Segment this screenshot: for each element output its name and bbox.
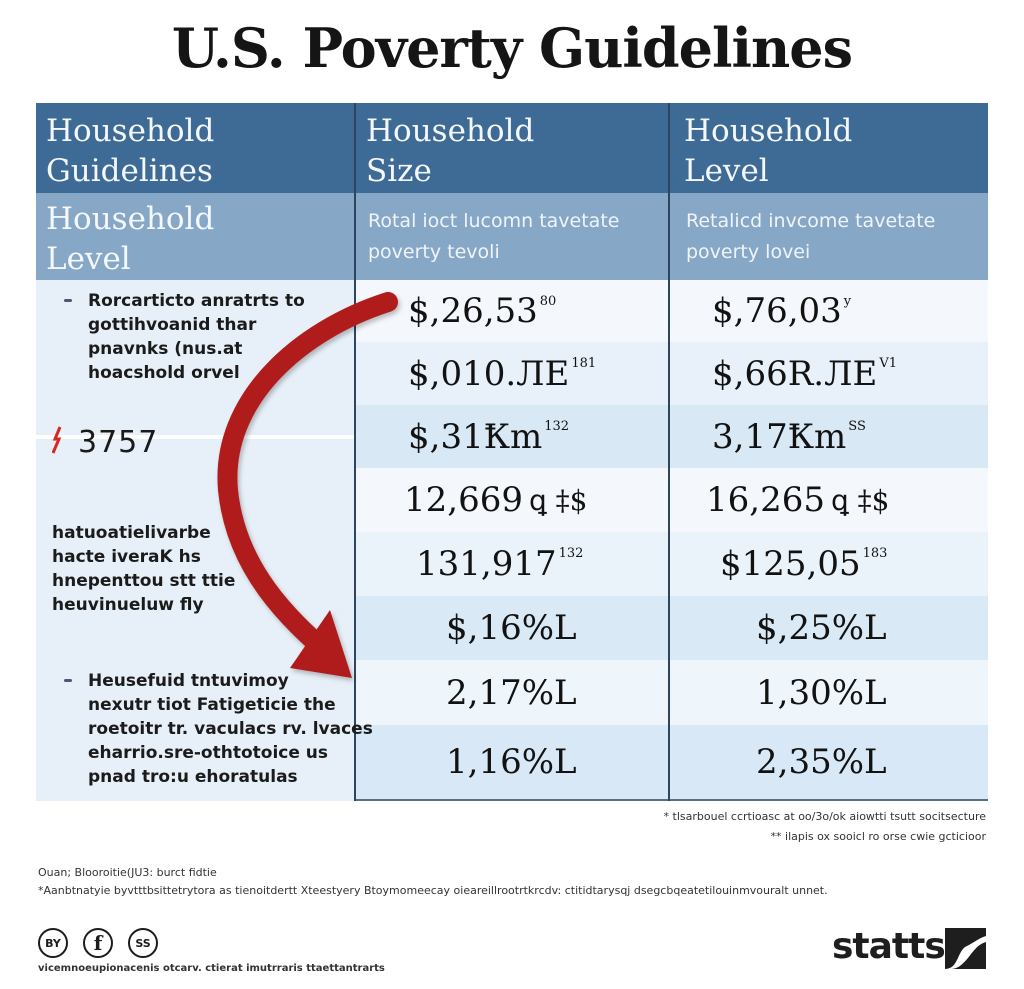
size-cell: $,010.ЛЕ 181 — [408, 353, 597, 394]
table-row: $,26,53 80 $,76,03 y — [356, 280, 988, 342]
table-row: $,010.ЛЕ 181 $,66R.ЛЕ V1 — [356, 342, 988, 405]
table-row: 2,17%L 1,30%L — [356, 660, 988, 725]
source-note: Ouan; Blooroitie(JU3: burct fidtie — [38, 866, 217, 879]
table-row: $,16%L $,25%L — [356, 596, 988, 660]
highlight-value: 3757 — [78, 425, 159, 460]
bullet-icon — [64, 299, 72, 302]
table-row: 12,669 ꝗ ‡$ 16,265 ꝗ ‡$ — [356, 468, 988, 532]
subheader-size-description: Rotal ioct lucomn tavetate poverty tevol… — [368, 210, 620, 263]
brand-logo-icon — [945, 928, 986, 969]
table-row: 131,917 132 $125,05 183 — [356, 532, 988, 596]
header-size: Household Size — [366, 113, 535, 189]
cc-icon[interactable]: BY — [38, 928, 68, 958]
size-cell: $,16%L — [446, 608, 577, 648]
level-cell: 16,265 ꝗ ‡$ — [706, 480, 890, 520]
header-row-primary: Household Guidelines Household Size Hous… — [36, 103, 988, 193]
level-cell: $,76,03 y — [712, 291, 852, 331]
brand-name: statts — [832, 926, 946, 967]
header-row-secondary: Household Level Rotal ioct lucomn taveta… — [36, 193, 988, 280]
page-title: U.S. Poverty Guidelines — [171, 16, 853, 80]
note-block-1: Rorcarticto anratrts to gottihvoanid tha… — [88, 291, 305, 383]
level-cell: $125,05 183 — [720, 544, 888, 584]
size-cell: 12,669 ꝗ ‡$ — [404, 480, 588, 520]
left-divider-line — [36, 435, 354, 439]
poverty-guidelines-table: Household Guidelines Household Size Hous… — [36, 103, 988, 801]
facebook-icon[interactable]: f — [83, 928, 113, 958]
note-block-2: hatuoatielivarbe hacte iveraK hs hnepent… — [52, 523, 236, 615]
subheader-household-level: Household Level — [46, 201, 215, 277]
footnote-right-2: ** ilapis ox sooicl ro orse cwie gcticio… — [770, 830, 986, 843]
table-row: 1,16%L 2,35%L — [356, 725, 988, 799]
size-cell: 131,917 132 — [416, 544, 584, 584]
subheader-level-description: Retalicd invcome tavetate poverty lovei — [686, 210, 936, 263]
column-divider — [668, 103, 670, 801]
header-guidelines: Household Guidelines — [46, 113, 215, 189]
level-cell: $,25%L — [756, 608, 887, 648]
bullet-icon — [64, 679, 72, 682]
table-row: $,31Ҟm 132 3,17Ҟm SS — [356, 405, 988, 468]
level-cell: 3,17Ҟm SS — [712, 416, 866, 457]
size-cell: $,31Ҟm 132 — [408, 416, 570, 457]
level-cell: $,66R.ЛЕ V1 — [712, 353, 897, 394]
header-level: Household Level — [684, 113, 853, 189]
sa-icon[interactable]: SS — [128, 928, 158, 958]
level-cell: 2,35%L — [756, 742, 887, 782]
size-cell: 1,16%L — [446, 742, 577, 782]
credits-line: vicemnoeupionacenis otcarv. ctierat imut… — [38, 963, 385, 974]
note-block-3: Heusefuid tntuvimoy nexutr tiot Fatigeti… — [88, 671, 373, 787]
size-cell: $,26,53 80 — [408, 291, 557, 331]
red-marker-icon — [52, 426, 62, 454]
footnote-left: *Aanbtnatyie byvtttbsittetrytora as tien… — [38, 884, 828, 897]
footnote-right-1: * tlsarbouel ccrtioasc at oo/3o/ok aiowt… — [663, 810, 986, 823]
size-cell: 2,17%L — [446, 672, 577, 713]
level-cell: 1,30%L — [756, 672, 887, 713]
